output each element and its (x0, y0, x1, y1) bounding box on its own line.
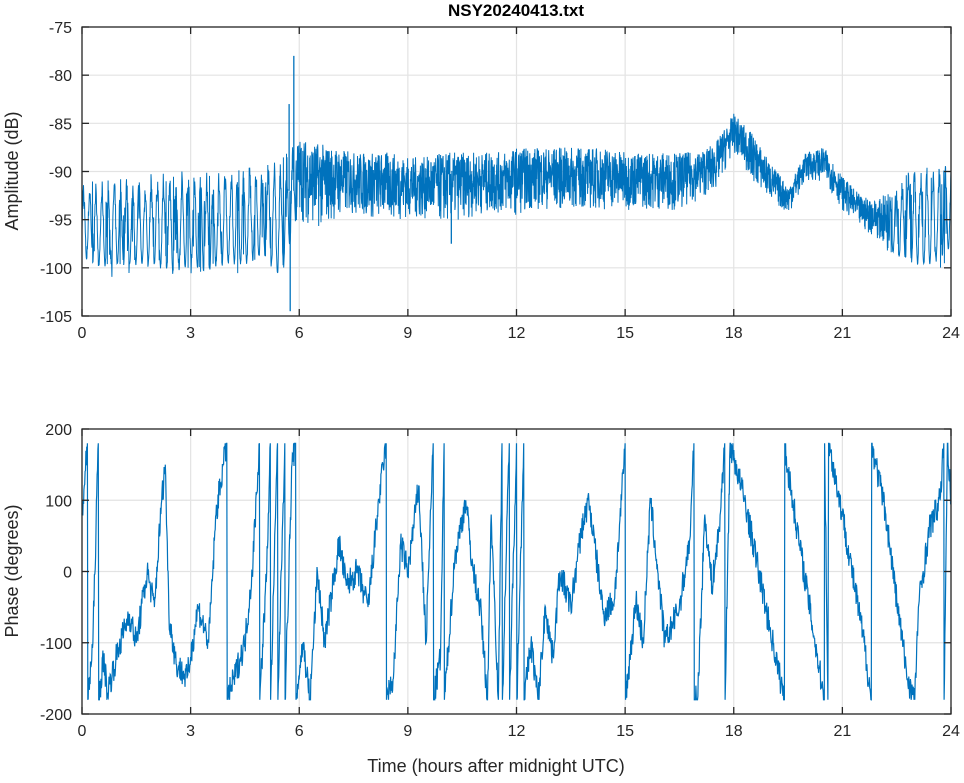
x-tick-label: 3 (186, 723, 195, 740)
y-tick-label: -95 (49, 213, 72, 230)
y-tick-label: 200 (45, 422, 72, 439)
x-tick-label: 18 (725, 723, 743, 740)
phase-series-line (81, 442, 952, 701)
y-tick-label: -100 (40, 261, 72, 278)
x-tick-label: 18 (725, 325, 743, 342)
y-tick-label: 100 (45, 493, 72, 510)
x-tick-label: 12 (508, 325, 526, 342)
y-tick-label: -80 (49, 68, 72, 85)
x-tick-label: 24 (942, 723, 960, 740)
x-tick-label: 6 (295, 723, 304, 740)
x-tick-label: 3 (186, 325, 195, 342)
y-tick-label: -85 (49, 116, 72, 133)
y-tick-label: 0 (63, 565, 72, 582)
x-tick-label: 15 (616, 723, 634, 740)
amplitude-series-line (81, 113, 952, 277)
x-tick-label: 9 (403, 723, 412, 740)
x-axis-label: Time (hours after midnight UTC) (367, 756, 624, 776)
y-tick-label: -200 (40, 707, 72, 724)
x-tick-label: 0 (78, 325, 87, 342)
x-tick-label: 12 (508, 723, 526, 740)
x-tick-label: 21 (833, 325, 851, 342)
x-tick-label: 24 (942, 325, 960, 342)
y-tick-label: -90 (49, 165, 72, 182)
chart-title: NSY20240413.txt (448, 1, 584, 20)
y-tick-label: -100 (40, 636, 72, 653)
phase-y-label: Phase (degrees) (2, 504, 22, 637)
x-tick-label: 15 (616, 325, 634, 342)
amplitude-y-label: Amplitude (dB) (2, 111, 22, 230)
x-tick-label: 21 (833, 723, 851, 740)
x-tick-label: 0 (78, 723, 87, 740)
x-tick-label: 6 (295, 325, 304, 342)
y-tick-label: -105 (40, 309, 72, 326)
x-tick-label: 9 (403, 325, 412, 342)
y-tick-label: -75 (49, 20, 72, 37)
amplitude-axes: 0 3 6 9 12 15 18 21 24 -105 -100 -95 -90 -85 -80 -75 (40, 20, 960, 342)
phase-axes: 0 3 6 9 12 15 18 21 24 -200 -100 0 100 200 (40, 422, 960, 740)
